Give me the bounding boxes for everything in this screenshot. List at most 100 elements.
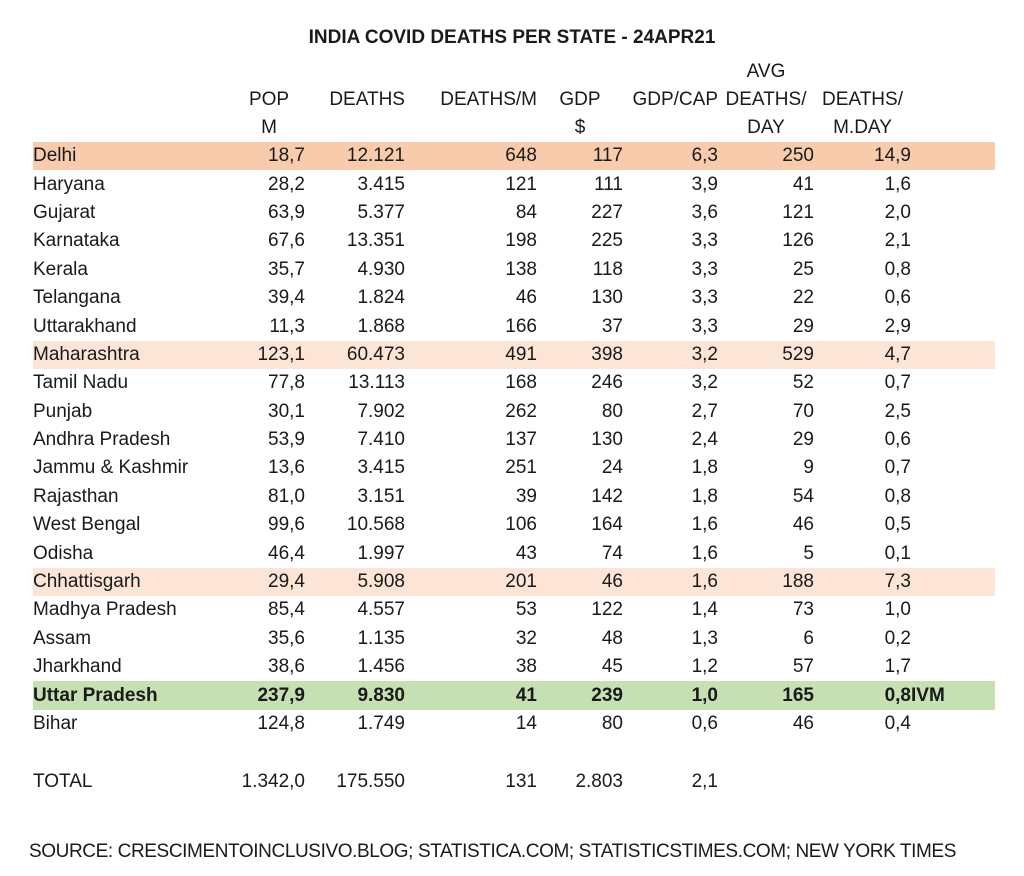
cell-gdp-per-cap: 1,6 [691,542,718,564]
cell-deaths-m-day: 0,2 [884,627,911,649]
cell-deaths-m-day: 0,8 [884,258,911,280]
cell-deaths: 1.749 [357,713,405,734]
cell-gdp: 48 [601,627,623,649]
cell-deaths: 12.121 [346,145,405,167]
cell-deaths-per-m: 121 [505,173,537,195]
cell-state-name: Delhi [33,145,77,167]
total-blank [911,768,995,796]
cell-deaths-per-m: 648 [505,145,537,167]
cell-annotation-tag [911,511,995,539]
table-row: Gujarat 63,9 5.377 84 227 3,6 121 2,0 [33,199,995,227]
cell-pop: 35,7 [268,258,305,280]
table-row: Kerala 35,7 4.930 138 118 3,3 25 0,8 [33,256,995,284]
cell-pop: 85,4 [268,599,305,621]
page-title: INDIA COVID DEATHS PER STATE - 24APR21 [308,27,716,48]
cell-avg-deaths-day: 29 [792,315,814,337]
source-text: SOURCE: CRESCIMENTOINCLUSIVO.BLOG; STATI… [29,841,956,862]
cell-gdp-per-cap: 2,7 [691,400,718,422]
spacer-cell [33,738,995,768]
table-row: Bihar 124,8 1.749 14 80 0,6 46 0,4 [33,710,995,738]
cell-deaths-per-m: 41 [515,684,537,706]
cell-deaths-m-day: 14,9 [874,145,911,167]
cell-deaths-m-day: 0,5 [884,514,911,536]
cell-avg-deaths-day: 54 [792,485,814,507]
table-row: Odisha 46,4 1.997 43 74 1,6 5 0,1 [33,539,995,567]
cell-avg-deaths-day: 22 [792,287,814,309]
cell-avg-deaths-day: 9 [803,457,814,479]
total-gdp: 2.803 [575,771,623,793]
cell-deaths: 13.351 [346,230,405,252]
cell-avg-deaths-day: 57 [792,656,814,678]
header-blank [911,86,995,114]
cell-annotation-tag [911,398,995,426]
cell-deaths-m-day: 0,7 [884,457,911,479]
cell-pop: 39,4 [268,287,305,309]
cell-avg-deaths-day: 165 [782,684,814,706]
cell-gdp-per-cap: 1,0 [691,684,718,706]
table-row: Tamil Nadu 77,8 13.113 168 246 3,2 52 0,… [33,369,995,397]
cell-deaths: 5.908 [357,571,405,593]
cell-avg-deaths-day: 250 [782,145,814,167]
cell-pop: 13,6 [268,457,305,479]
cell-state-name: Rajasthan [33,485,119,507]
cell-deaths-per-m: 198 [505,230,537,252]
cell-gdp: 246 [591,372,623,394]
cell-deaths-m-day: 2,1 [884,230,911,252]
total-label: TOTAL [33,771,93,793]
table-row: Chhattisgarh 29,4 5.908 201 46 1,6 188 7… [33,567,995,597]
cell-gdp-per-cap: 0,6 [691,713,718,734]
cell-state-name: Jammu & Kashmir [33,457,189,479]
cell-deaths: 1.997 [357,542,405,564]
cell-deaths: 1.135 [357,627,405,649]
cell-pop: 11,3 [269,315,305,337]
total-blank [718,768,814,796]
cell-annotation-tag [911,539,995,567]
total-row: TOTAL 1.342,0 175.550 131 2.803 2,1 [33,768,995,796]
cell-gdp: 111 [594,173,623,195]
cell-state-name: Telangana [33,287,121,309]
cell-deaths-per-m: 138 [505,258,537,280]
header-pop-unit: M [261,117,277,138]
header-avg: AVG [746,61,786,82]
cell-deaths: 5.377 [357,201,405,223]
cell-state-name: Chhattisgarh [33,571,141,593]
header-deaths-per-m: DEATHS/M [440,89,537,110]
cell-pop: 35,6 [268,627,305,649]
header-blank [305,58,405,86]
cell-state-name: Assam [33,627,92,649]
cell-deaths-per-m: 137 [505,429,537,451]
cell-deaths-per-m: 14 [515,713,537,734]
table-body: Delhi 18,7 12.121 648 117 6,3 250 14,9 H… [33,142,995,738]
cell-pop: 237,9 [257,684,305,706]
cell-gdp-per-cap: 1,2 [691,656,718,678]
covid-deaths-table: AVG POP DEATHS DEATHS/M GDP GDP/CAP DEAT… [33,58,995,797]
cell-gdp-per-cap: 2,4 [691,429,718,451]
cell-gdp: 227 [591,201,623,223]
cell-annotation-tag [911,625,995,653]
cell-avg-deaths-day: 52 [792,372,814,394]
table-row: Assam 35,6 1.135 32 48 1,3 6 0,2 [33,625,995,653]
cell-deaths-m-day: 7,3 [884,571,911,593]
cell-deaths: 13.113 [348,372,405,394]
cell-gdp: 130 [591,429,623,451]
total-pop: 1.342,0 [241,771,305,793]
cell-gdp: 117 [592,145,623,167]
cell-deaths-per-m: 38 [515,656,537,678]
cell-gdp: 24 [601,457,623,479]
cell-deaths-per-m: 46 [515,287,537,309]
cell-annotation-tag [911,596,995,624]
cell-state-name: Uttar Pradesh [33,684,158,706]
cell-annotation-tag [911,312,995,340]
cell-annotation-tag [911,284,995,312]
cell-annotation-tag [911,341,995,369]
cell-pop: 53,9 [268,429,305,451]
cell-gdp: 398 [591,343,623,365]
cell-annotation-tag [911,568,995,596]
cell-annotation-tag [911,170,995,198]
cell-state-name: Gujarat [33,201,96,223]
cell-gdp-per-cap: 3,2 [691,372,718,394]
cell-state-name: Jharkhand [33,656,122,678]
table-row: Karnataka 67,6 13.351 198 225 3,3 126 2,… [33,227,995,255]
cell-gdp: 118 [592,258,623,280]
cell-gdp: 80 [601,713,623,734]
